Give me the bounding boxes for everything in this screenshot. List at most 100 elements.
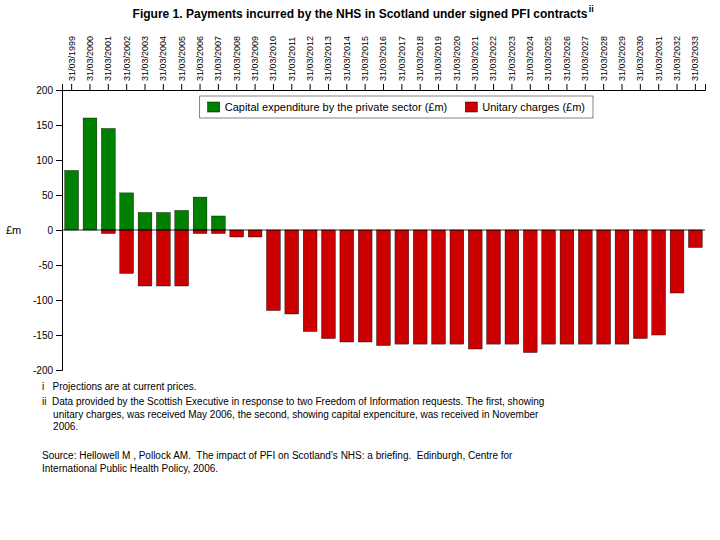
x-tick-mark: [511, 84, 512, 90]
x-tick-label: 31/03/2010: [268, 36, 278, 81]
bar: [212, 230, 226, 234]
x-tick-label: 31/03/2032: [672, 36, 682, 81]
x-tick: 31/03/2023: [507, 36, 517, 90]
bar: [487, 230, 501, 344]
x-tick-mark: [603, 84, 604, 90]
bar: [468, 230, 482, 349]
y-tick-mark: [56, 370, 62, 371]
x-tick-mark: [181, 84, 182, 90]
x-tick-mark: [493, 84, 494, 90]
y-axis-title: £m: [6, 224, 21, 236]
bar: [560, 230, 574, 344]
x-tick-mark: [163, 84, 164, 90]
x-tick: 31/03/2033: [690, 36, 700, 90]
y-tick-mark: [56, 265, 62, 266]
x-tick-mark: [218, 84, 219, 90]
x-tick: 31/03/2011: [287, 37, 297, 90]
x-tick: 31/03/2003: [140, 36, 150, 90]
x-tick: 31/03/2021: [470, 36, 480, 90]
x-tick-mark: [145, 84, 146, 90]
x-tick-mark: [621, 84, 622, 90]
bar: [523, 230, 537, 353]
x-tick-label: 31/03/2028: [599, 36, 609, 81]
x-tick-mark: [236, 84, 237, 90]
bar: [542, 230, 556, 344]
x-tick: 31/03/2007: [213, 36, 223, 90]
y-tick-mark: [56, 125, 62, 126]
x-tick-mark: [89, 84, 90, 90]
bar: [230, 230, 244, 237]
bar: [83, 118, 97, 230]
y-tick-label: 200: [36, 85, 53, 96]
x-tick: 31/03/2001: [103, 36, 113, 90]
x-tick-mark: [365, 84, 366, 90]
x-tick-mark: [438, 84, 439, 90]
x-tick-label: 31/03/2013: [323, 36, 333, 81]
x-tick-label: 31/03/2007: [213, 36, 223, 81]
bar: [175, 210, 189, 230]
x-tick: 31/03/2017: [397, 36, 407, 90]
x-tick-label: 31/03/2025: [543, 36, 553, 81]
x-tick-mark: [566, 84, 567, 90]
legend-label: Capital expenditure by the private secto…: [225, 101, 448, 113]
x-tick: 31/03/2005: [177, 36, 187, 90]
y-tick-label: 0: [47, 225, 53, 236]
bar: [578, 230, 592, 344]
x-tick-mark: [548, 84, 549, 90]
x-tick: 31/03/2020: [452, 36, 462, 90]
bar: [615, 230, 629, 344]
source: Source: Hellowell M , Pollock AM. The im…: [42, 450, 513, 474]
x-tick-label: 31/03/2001: [103, 36, 113, 81]
x-tick: 31/03/2025: [543, 36, 553, 90]
y-tick-mark: [56, 90, 62, 91]
x-tick-label: 31/03/2011: [287, 37, 297, 81]
x-tick: 31/03/2019: [433, 36, 443, 90]
x-tick-mark: [291, 84, 292, 90]
bar: [285, 230, 299, 314]
x-tick-mark: [346, 84, 347, 90]
x-tick-label: 31/03/1999: [67, 36, 77, 81]
bar: [395, 230, 409, 344]
footnote: ii Data provided by the Scottish Executi…: [42, 396, 544, 432]
x-tick-label: 31/03/2024: [525, 36, 535, 81]
x-tick: 31/03/2026: [562, 36, 572, 90]
x-tick-label: 31/03/2004: [158, 36, 168, 81]
bar: [633, 230, 647, 339]
bar: [156, 230, 170, 286]
legend-swatch: [465, 102, 477, 112]
x-tick-mark: [200, 84, 201, 90]
x-tick-label: 31/03/2017: [397, 36, 407, 81]
x-tick-label: 31/03/2012: [305, 36, 315, 81]
title-superscript: ii: [589, 4, 594, 14]
x-tick: 31/03/2018: [415, 36, 425, 90]
x-tick-mark: [328, 84, 329, 90]
x-tick-label: 31/03/2026: [562, 36, 572, 81]
x-tick-label: 31/03/2000: [85, 36, 95, 81]
x-tick: 31/03/2013: [323, 36, 333, 90]
bar: [303, 230, 317, 332]
x-tick-label: 31/03/2027: [580, 36, 590, 81]
x-tick-label: 31/03/2008: [232, 36, 242, 81]
x-tick-label: 31/03/2009: [250, 36, 260, 81]
y-tick: 200: [36, 85, 62, 96]
x-tick: 31/03/2010: [268, 36, 278, 90]
y-tick-label: -200: [33, 365, 53, 376]
bar: [248, 230, 262, 237]
x-tick: 31/03/2014: [342, 36, 352, 90]
x-tick-mark: [273, 84, 274, 90]
x-tick-label: 31/03/2005: [177, 36, 187, 81]
x-tick-mark: [420, 84, 421, 90]
bar: [432, 230, 446, 344]
x-tick: 31/03/2016: [378, 36, 388, 90]
bar: [193, 230, 207, 234]
x-tick-mark: [126, 84, 127, 90]
x-tick-label: 31/03/2022: [488, 36, 498, 81]
zero-line: [62, 230, 705, 231]
plot: -200-150-100-5005010015020031/03/199931/…: [33, 36, 706, 376]
legend-swatch: [208, 102, 220, 112]
x-tick-mark: [585, 84, 586, 90]
x-tick: 31/03/2015: [360, 36, 370, 90]
y-tick-mark: [56, 160, 62, 161]
x-tick-label: 31/03/2023: [507, 36, 517, 81]
x-tick-label: 31/03/2033: [690, 36, 700, 81]
